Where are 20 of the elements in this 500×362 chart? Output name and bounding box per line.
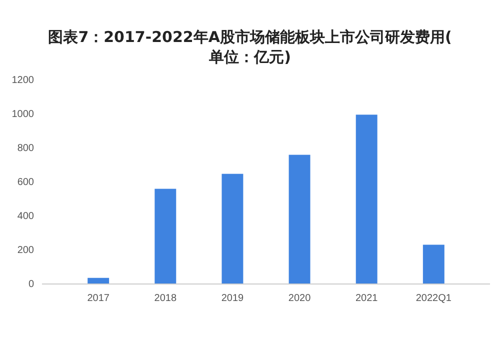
bar [222, 174, 244, 284]
y-tick-label: 1200 [12, 75, 34, 86]
x-tick-label: 2017 [87, 293, 110, 304]
y-tick-label: 800 [17, 143, 34, 154]
bar [422, 244, 444, 284]
y-tick-label: 200 [17, 245, 34, 256]
y-tick-label: 600 [17, 177, 34, 188]
x-tick-label: 2019 [221, 293, 244, 304]
x-tick-label: 2021 [355, 293, 378, 304]
x-tick-label: 2022Q1 [416, 293, 452, 304]
y-tick-label: 1000 [12, 109, 34, 120]
y-tick-label: 0 [28, 279, 34, 290]
bar [154, 188, 176, 284]
bar [288, 154, 310, 284]
bar [356, 114, 378, 284]
y-tick-label: 400 [17, 211, 34, 222]
bar [88, 278, 110, 284]
x-tick-label: 2020 [288, 293, 312, 304]
chart-title: 图表7：2017-2022年A股市场储能板块上市公司研发费用(单位：亿元) [48, 28, 452, 66]
x-tick-label: 2018 [154, 293, 177, 304]
